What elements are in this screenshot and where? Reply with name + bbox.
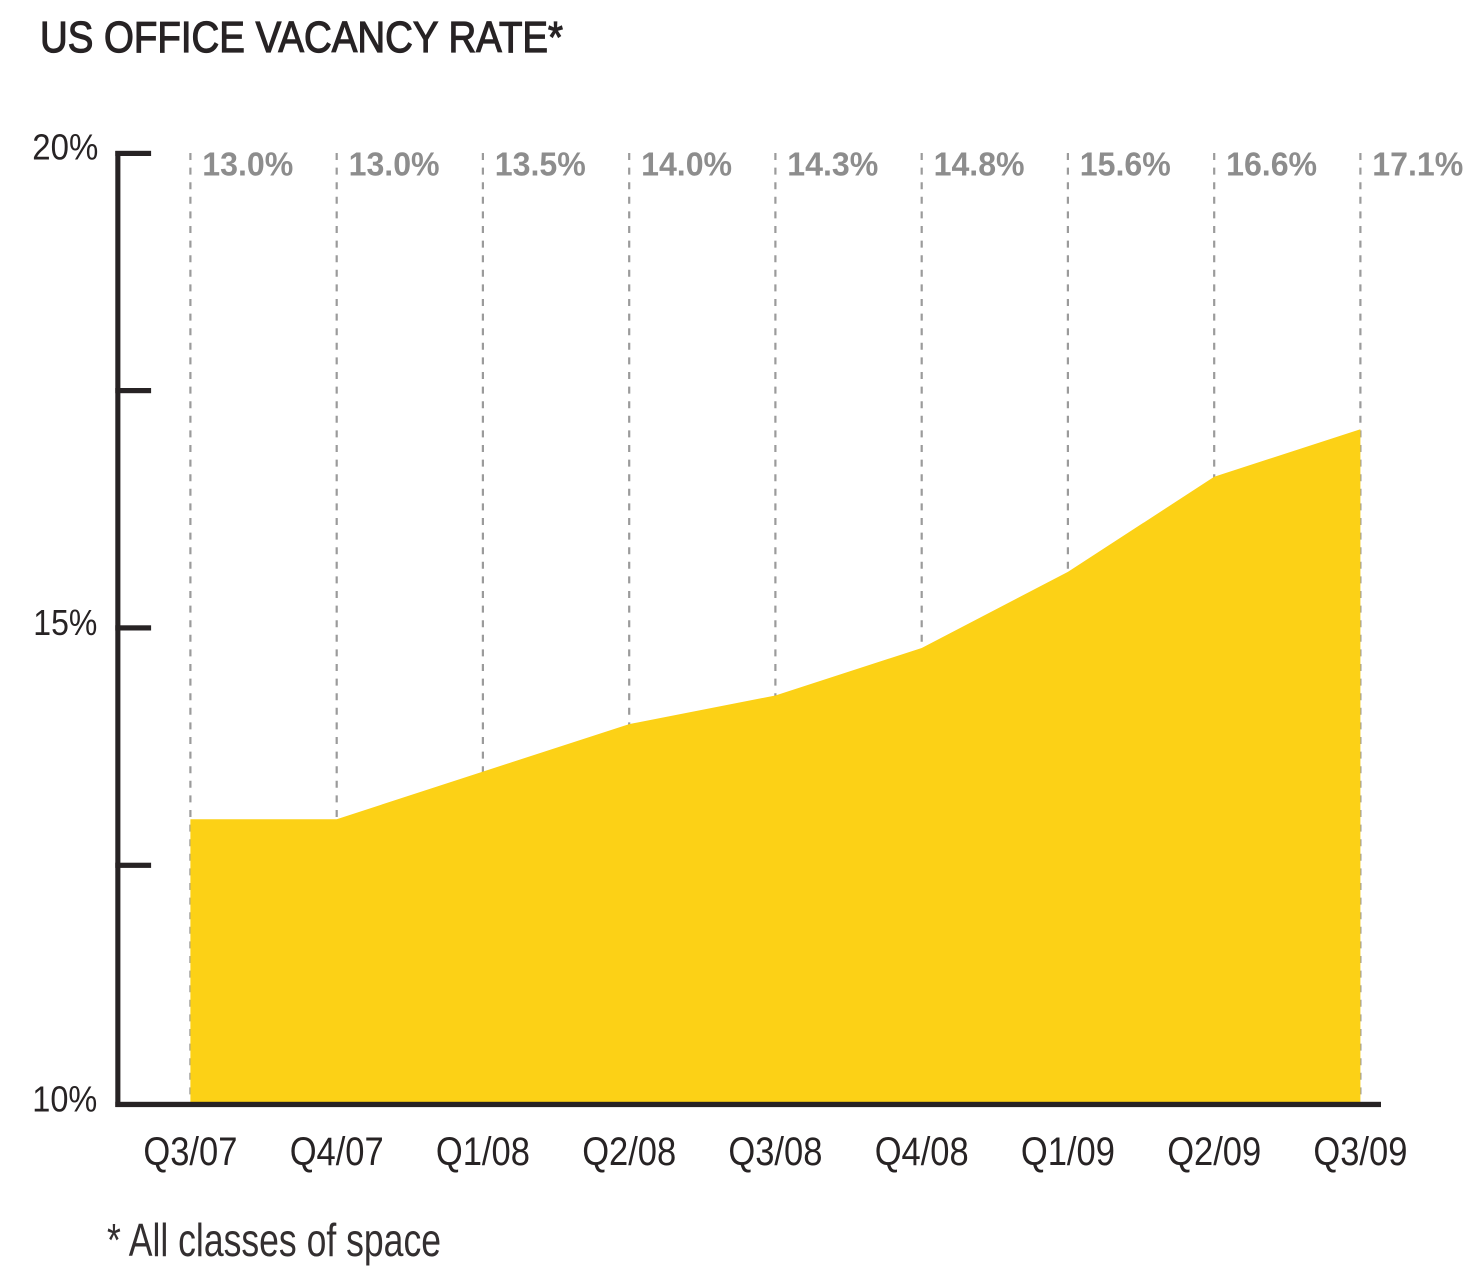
- svg-text:13.0%: 13.0%: [349, 146, 440, 183]
- svg-text:17.1%: 17.1%: [1372, 146, 1463, 183]
- svg-text:* All classes of space: * All classes of space: [107, 1214, 441, 1266]
- svg-text:Q2/09: Q2/09: [1167, 1130, 1261, 1174]
- svg-text:Q3/07: Q3/07: [143, 1130, 237, 1174]
- svg-text:15%: 15%: [33, 602, 97, 643]
- svg-text:10%: 10%: [32, 1079, 97, 1120]
- svg-text:US OFFICE VACANCY RATE*: US OFFICE VACANCY RATE*: [40, 13, 563, 62]
- svg-text:16.6%: 16.6%: [1226, 146, 1317, 183]
- svg-text:Q1/08: Q1/08: [436, 1130, 530, 1174]
- svg-text:Q4/07: Q4/07: [290, 1130, 384, 1174]
- svg-text:14.8%: 14.8%: [934, 146, 1025, 183]
- svg-text:Q3/08: Q3/08: [728, 1130, 822, 1174]
- svg-text:15.6%: 15.6%: [1080, 146, 1171, 183]
- svg-text:Q1/09: Q1/09: [1021, 1130, 1115, 1174]
- svg-text:Q3/09: Q3/09: [1313, 1130, 1407, 1174]
- svg-text:14.0%: 14.0%: [641, 146, 732, 183]
- svg-text:20%: 20%: [32, 127, 98, 168]
- svg-text:13.5%: 13.5%: [495, 146, 586, 183]
- svg-text:Q2/08: Q2/08: [582, 1130, 676, 1174]
- svg-text:13.0%: 13.0%: [202, 146, 293, 183]
- svg-text:14.3%: 14.3%: [787, 146, 878, 183]
- svg-text:Q4/08: Q4/08: [875, 1130, 969, 1174]
